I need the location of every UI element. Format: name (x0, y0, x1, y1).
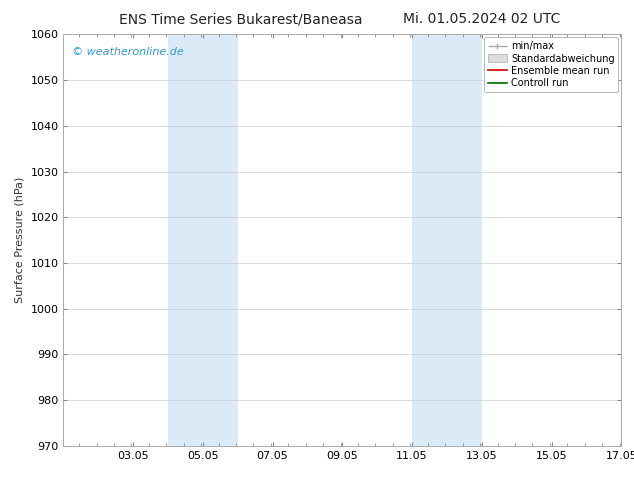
Text: ENS Time Series Bukarest/Baneasa: ENS Time Series Bukarest/Baneasa (119, 12, 363, 26)
Legend: min/max, Standardabweichung, Ensemble mean run, Controll run: min/max, Standardabweichung, Ensemble me… (484, 37, 618, 92)
Bar (168, 34, 238, 446)
Text: Mi. 01.05.2024 02 UTC: Mi. 01.05.2024 02 UTC (403, 12, 560, 26)
Bar (412, 34, 482, 446)
Y-axis label: Surface Pressure (hPa): Surface Pressure (hPa) (15, 177, 25, 303)
Text: © weatheronline.de: © weatheronline.de (72, 47, 183, 57)
